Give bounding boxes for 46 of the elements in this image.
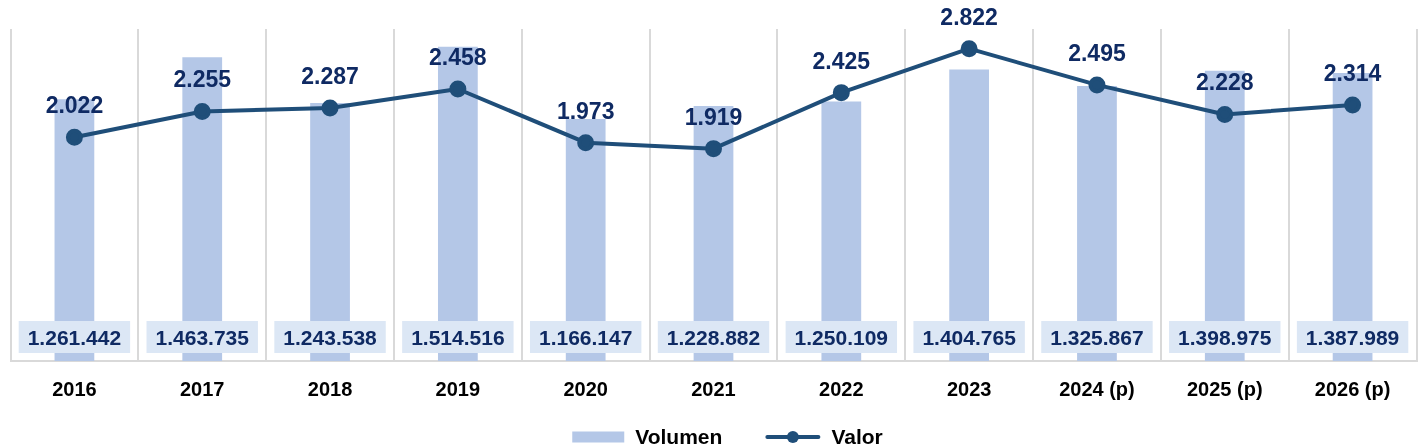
- data-label: 2.022: [45, 92, 104, 119]
- data-label: 1.398.975: [1178, 326, 1272, 349]
- x-tick-label: 2024 (p): [1059, 377, 1135, 400]
- point: [577, 134, 595, 152]
- data-label: 1.919: [684, 103, 743, 130]
- x-tick-label: 2022: [819, 377, 864, 400]
- point: [1216, 105, 1234, 123]
- x-tick-label: 2020: [563, 377, 608, 400]
- point: [1088, 76, 1106, 94]
- x-tick-label: 2018: [307, 377, 353, 400]
- data-label: 1.325.867: [1050, 326, 1144, 349]
- data-label: 1.250.109: [794, 326, 889, 349]
- data-label: 1.166.147: [538, 326, 633, 349]
- point: [449, 80, 467, 98]
- data-label: 2.495: [1068, 39, 1126, 66]
- data-label: 2.228: [1195, 69, 1254, 96]
- data-label: 2.458: [429, 43, 487, 70]
- data-label: 1.514.516: [411, 326, 505, 349]
- data-label: 1.243.538: [283, 326, 378, 349]
- point: [193, 102, 211, 120]
- data-label: 1.404.765: [922, 326, 1017, 349]
- data-label: 1.228.882: [666, 326, 761, 349]
- legend-label: Valor: [831, 424, 883, 448]
- point: [1344, 96, 1362, 114]
- data-label: 1.463.735: [155, 326, 250, 349]
- data-label: 2.287: [301, 62, 359, 89]
- data-label: 2.822: [940, 3, 998, 30]
- point: [832, 84, 850, 102]
- point: [321, 99, 339, 117]
- data-label: 2.425: [812, 47, 871, 74]
- x-tick-label: 2023: [946, 377, 992, 400]
- point: [705, 140, 722, 158]
- point: [960, 40, 978, 58]
- x-tick-label: 2026 (p): [1314, 377, 1391, 400]
- data-label: 2.255: [173, 66, 232, 93]
- data-label: 1.973: [556, 97, 615, 124]
- data-label: 1.387.989: [1305, 326, 1400, 349]
- data-label: 1.261.442: [27, 326, 122, 349]
- point: [65, 128, 83, 146]
- x-tick-label: 2019: [435, 377, 481, 400]
- x-tick-label: 2017: [179, 377, 225, 400]
- legend-label: Volumen: [635, 424, 723, 448]
- data-label: 2.314: [1323, 59, 1382, 86]
- x-tick-label: 2025 (p): [1186, 377, 1263, 400]
- x-tick-label: 2016: [52, 377, 97, 400]
- x-tick-label: 2021: [691, 377, 736, 400]
